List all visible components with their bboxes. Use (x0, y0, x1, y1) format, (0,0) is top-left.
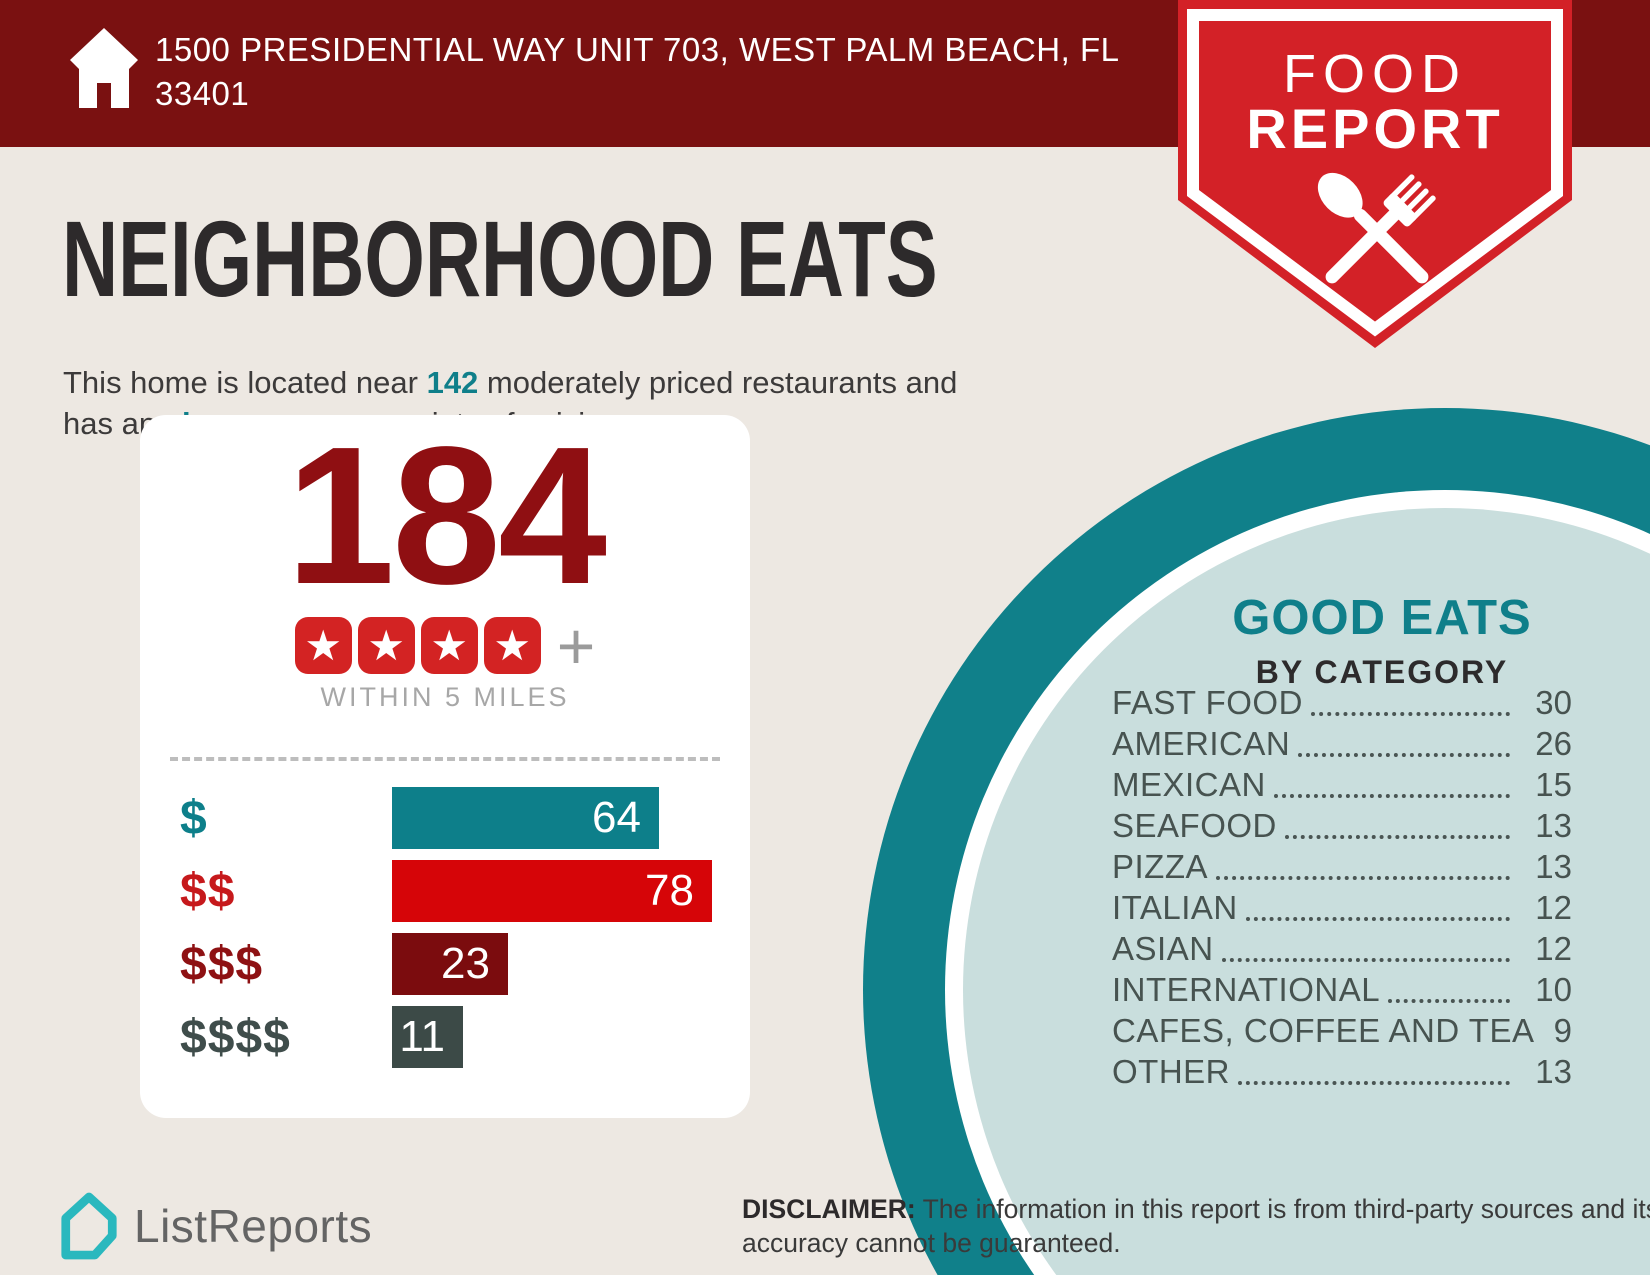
category-label: AMERICAN (1112, 725, 1291, 762)
category-label: INTERNATIONAL (1112, 971, 1381, 1008)
category-label: MEXICAN (1112, 766, 1266, 803)
category-count: 13 (1535, 1053, 1572, 1090)
category-count: 26 (1535, 725, 1572, 762)
price-tier-label: $$$$ (180, 1010, 291, 1064)
good-eats-header: GOOD EATS BY CATEGORY (1152, 590, 1612, 691)
category-count: 15 (1535, 766, 1572, 803)
disclaimer: DISCLAIMER: The information in this repo… (742, 1192, 1650, 1260)
food-report-badge: FOOD REPORT (1178, 0, 1572, 348)
bar: 23 (392, 933, 508, 996)
category-count: 13 (1535, 848, 1572, 885)
category-label: SEAFOOD (1112, 807, 1277, 844)
good-eats-category-list: FAST FOOD 30 AMERICAN 26 MEXICAN 15 SEAFOOD… (1112, 684, 1572, 1094)
price-tier-label: $ (180, 791, 208, 845)
category-label: FAST FOOD (1112, 684, 1303, 721)
list-item: PIZZA 13 (1112, 848, 1572, 889)
spoon-fork-icon (1317, 172, 1436, 284)
radius-label: WITHIN 5 MILES (320, 682, 570, 713)
category-label: ASIAN (1112, 930, 1214, 967)
home-icon (70, 28, 138, 108)
dotted-leader (1216, 876, 1510, 880)
badge-line2: REPORT (1246, 97, 1503, 160)
intro-subtitle: This home is located near 142 moderately… (63, 362, 1123, 444)
rating-row: ★ ★ ★ ★ + (140, 613, 750, 679)
category-count: 10 (1535, 971, 1572, 1008)
category-label: OTHER (1112, 1053, 1230, 1090)
dotted-leader (1388, 999, 1510, 1003)
list-item: AMERICAN 26 (1112, 725, 1572, 766)
dotted-leader (1310, 712, 1510, 716)
restaurant-count-highlight: 142 (426, 365, 479, 400)
badge-line1: FOOD (1283, 44, 1467, 104)
bar-row: $$$ 23 (180, 933, 750, 996)
list-item: MEXICAN 15 (1112, 766, 1572, 807)
plus-icon: + (556, 608, 596, 683)
dotted-leader (1273, 794, 1510, 798)
logo-text: ListReports (134, 1200, 373, 1252)
bar-row: $ 64 (180, 787, 750, 850)
dotted-leader (1284, 835, 1510, 839)
list-item: INTERNATIONAL 10 (1112, 971, 1572, 1012)
bar-value: 64 (592, 793, 641, 843)
dotted-leader (1298, 753, 1510, 757)
star-icon: ★ (294, 617, 352, 675)
category-label: CAFES, COFFEE AND TEA (1112, 1012, 1535, 1049)
list-item: CAFES, COFFEE AND TEA 9 (1112, 1012, 1572, 1053)
category-count: 12 (1535, 889, 1572, 926)
dotted-leader (1238, 1081, 1510, 1085)
bar-row: $$$$ 11 (180, 1006, 750, 1069)
bar: 64 (392, 787, 659, 850)
property-address: 1500 PRESIDENTIAL WAY UNIT 703, WEST PAL… (155, 31, 1120, 112)
dotted-leader (1245, 917, 1510, 921)
category-label: PIZZA (1112, 848, 1209, 885)
subtitle-text: This home is located near (63, 365, 427, 400)
category-count: 30 (1535, 684, 1572, 721)
dotted-leader (1221, 958, 1510, 962)
bar-value: 78 (645, 866, 694, 916)
category-count: 12 (1535, 930, 1572, 967)
disclaimer-text: accuracy cannot be guaranteed. (742, 1228, 1121, 1258)
category-count: 13 (1535, 807, 1572, 844)
subtitle-text: moderately priced restaurants and (478, 365, 958, 400)
list-item: OTHER 13 (1112, 1053, 1572, 1094)
total-restaurants: 184 (285, 406, 607, 625)
list-item: SEAFOOD 13 (1112, 807, 1572, 848)
restaurant-stats-card: 184 ★ ★ ★ ★ + WITHIN 5 MILES $ 64 $$ 78 … (140, 415, 750, 1118)
star-icon: ★ (483, 617, 541, 675)
price-tier-label: $$$ (180, 937, 264, 991)
star-icon: ★ (420, 617, 478, 675)
category-count: 9 (1553, 1012, 1572, 1049)
dashed-divider (170, 757, 720, 762)
disclaimer-text: The information in this report is from t… (915, 1194, 1650, 1224)
good-eats-subtitle: BY CATEGORY (1255, 654, 1509, 690)
list-item: ITALIAN 12 (1112, 889, 1572, 930)
bar: 11 (392, 1006, 463, 1069)
listreports-logo: ListReports (58, 1190, 372, 1262)
disclaimer-label: DISCLAIMER: (742, 1194, 916, 1224)
listreports-house-icon (61, 1192, 117, 1260)
good-eats-title: GOOD EATS (1232, 591, 1532, 645)
bar-value: 23 (441, 939, 490, 989)
list-item: ASIAN 12 (1112, 930, 1572, 971)
star-icon: ★ (357, 617, 415, 675)
list-item: FAST FOOD 30 (1112, 684, 1572, 725)
bar-row: $$ 78 (180, 860, 750, 923)
category-label: ITALIAN (1112, 889, 1238, 926)
price-tier-bar-chart: $ 64 $$ 78 $$$ 23 $$$$ 11 (140, 787, 750, 1069)
price-tier-label: $$ (180, 864, 236, 918)
bar-value: 11 (399, 1012, 445, 1062)
bar: 78 (392, 860, 712, 923)
page-title: NEIGHBORHOOD EATS (62, 198, 938, 319)
